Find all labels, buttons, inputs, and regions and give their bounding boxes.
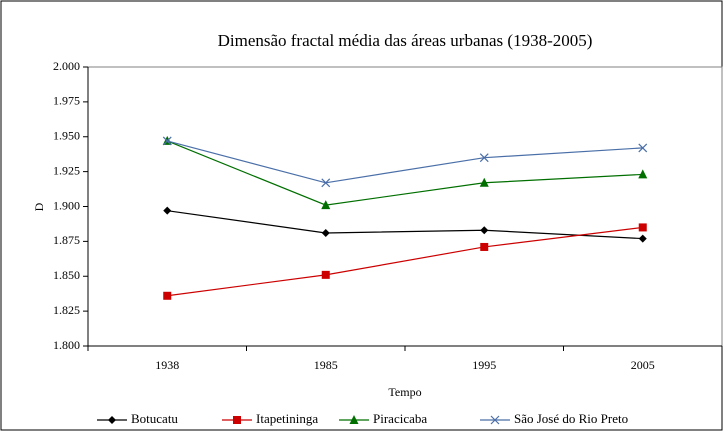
marker xyxy=(638,234,647,243)
legend-label: Itapetininga xyxy=(256,411,318,426)
chart-title: Dimensão fractal média das áreas urbanas… xyxy=(218,31,593,50)
marker xyxy=(163,291,172,300)
marker xyxy=(233,416,241,424)
marker xyxy=(479,153,489,163)
marker xyxy=(108,416,116,424)
marker xyxy=(321,200,331,210)
y-tick-label: 1.900 xyxy=(53,198,80,212)
marker xyxy=(479,177,489,187)
marker xyxy=(349,415,359,424)
marker xyxy=(638,223,647,232)
marker xyxy=(321,270,330,279)
legend-label: Piracicaba xyxy=(373,411,427,426)
legend-label: São José do Rio Preto xyxy=(514,411,628,426)
x-axis-label: Tempo xyxy=(388,385,421,399)
y-axis-label: D xyxy=(32,202,46,211)
y-tick-label: 1.925 xyxy=(53,163,80,177)
y-tick-label: 1.875 xyxy=(53,233,80,247)
marker xyxy=(480,242,489,251)
y-tick-label: 1.950 xyxy=(53,129,80,143)
y-tick-label: 1.850 xyxy=(53,268,80,282)
marker xyxy=(638,169,648,179)
marker xyxy=(321,178,331,188)
series-line xyxy=(167,140,643,206)
marker xyxy=(162,136,172,146)
marker xyxy=(321,229,330,238)
x-tick-label: 1985 xyxy=(314,358,338,372)
legend-label: Botucatu xyxy=(131,411,178,426)
marker xyxy=(163,206,172,215)
series-line xyxy=(167,226,643,297)
x-tick-label: 2005 xyxy=(631,358,655,372)
y-tick-label: 1.825 xyxy=(53,303,80,317)
series-line xyxy=(167,210,643,240)
marker xyxy=(490,415,500,425)
y-tick-label: 2.000 xyxy=(53,59,80,73)
y-tick-label: 1.800 xyxy=(53,338,80,352)
y-tick-label: 1.975 xyxy=(53,94,80,108)
series-line xyxy=(167,140,643,184)
x-tick-label: 1995 xyxy=(472,358,496,372)
marker xyxy=(480,226,489,235)
x-tick-label: 1938 xyxy=(155,358,179,372)
marker xyxy=(638,143,648,153)
